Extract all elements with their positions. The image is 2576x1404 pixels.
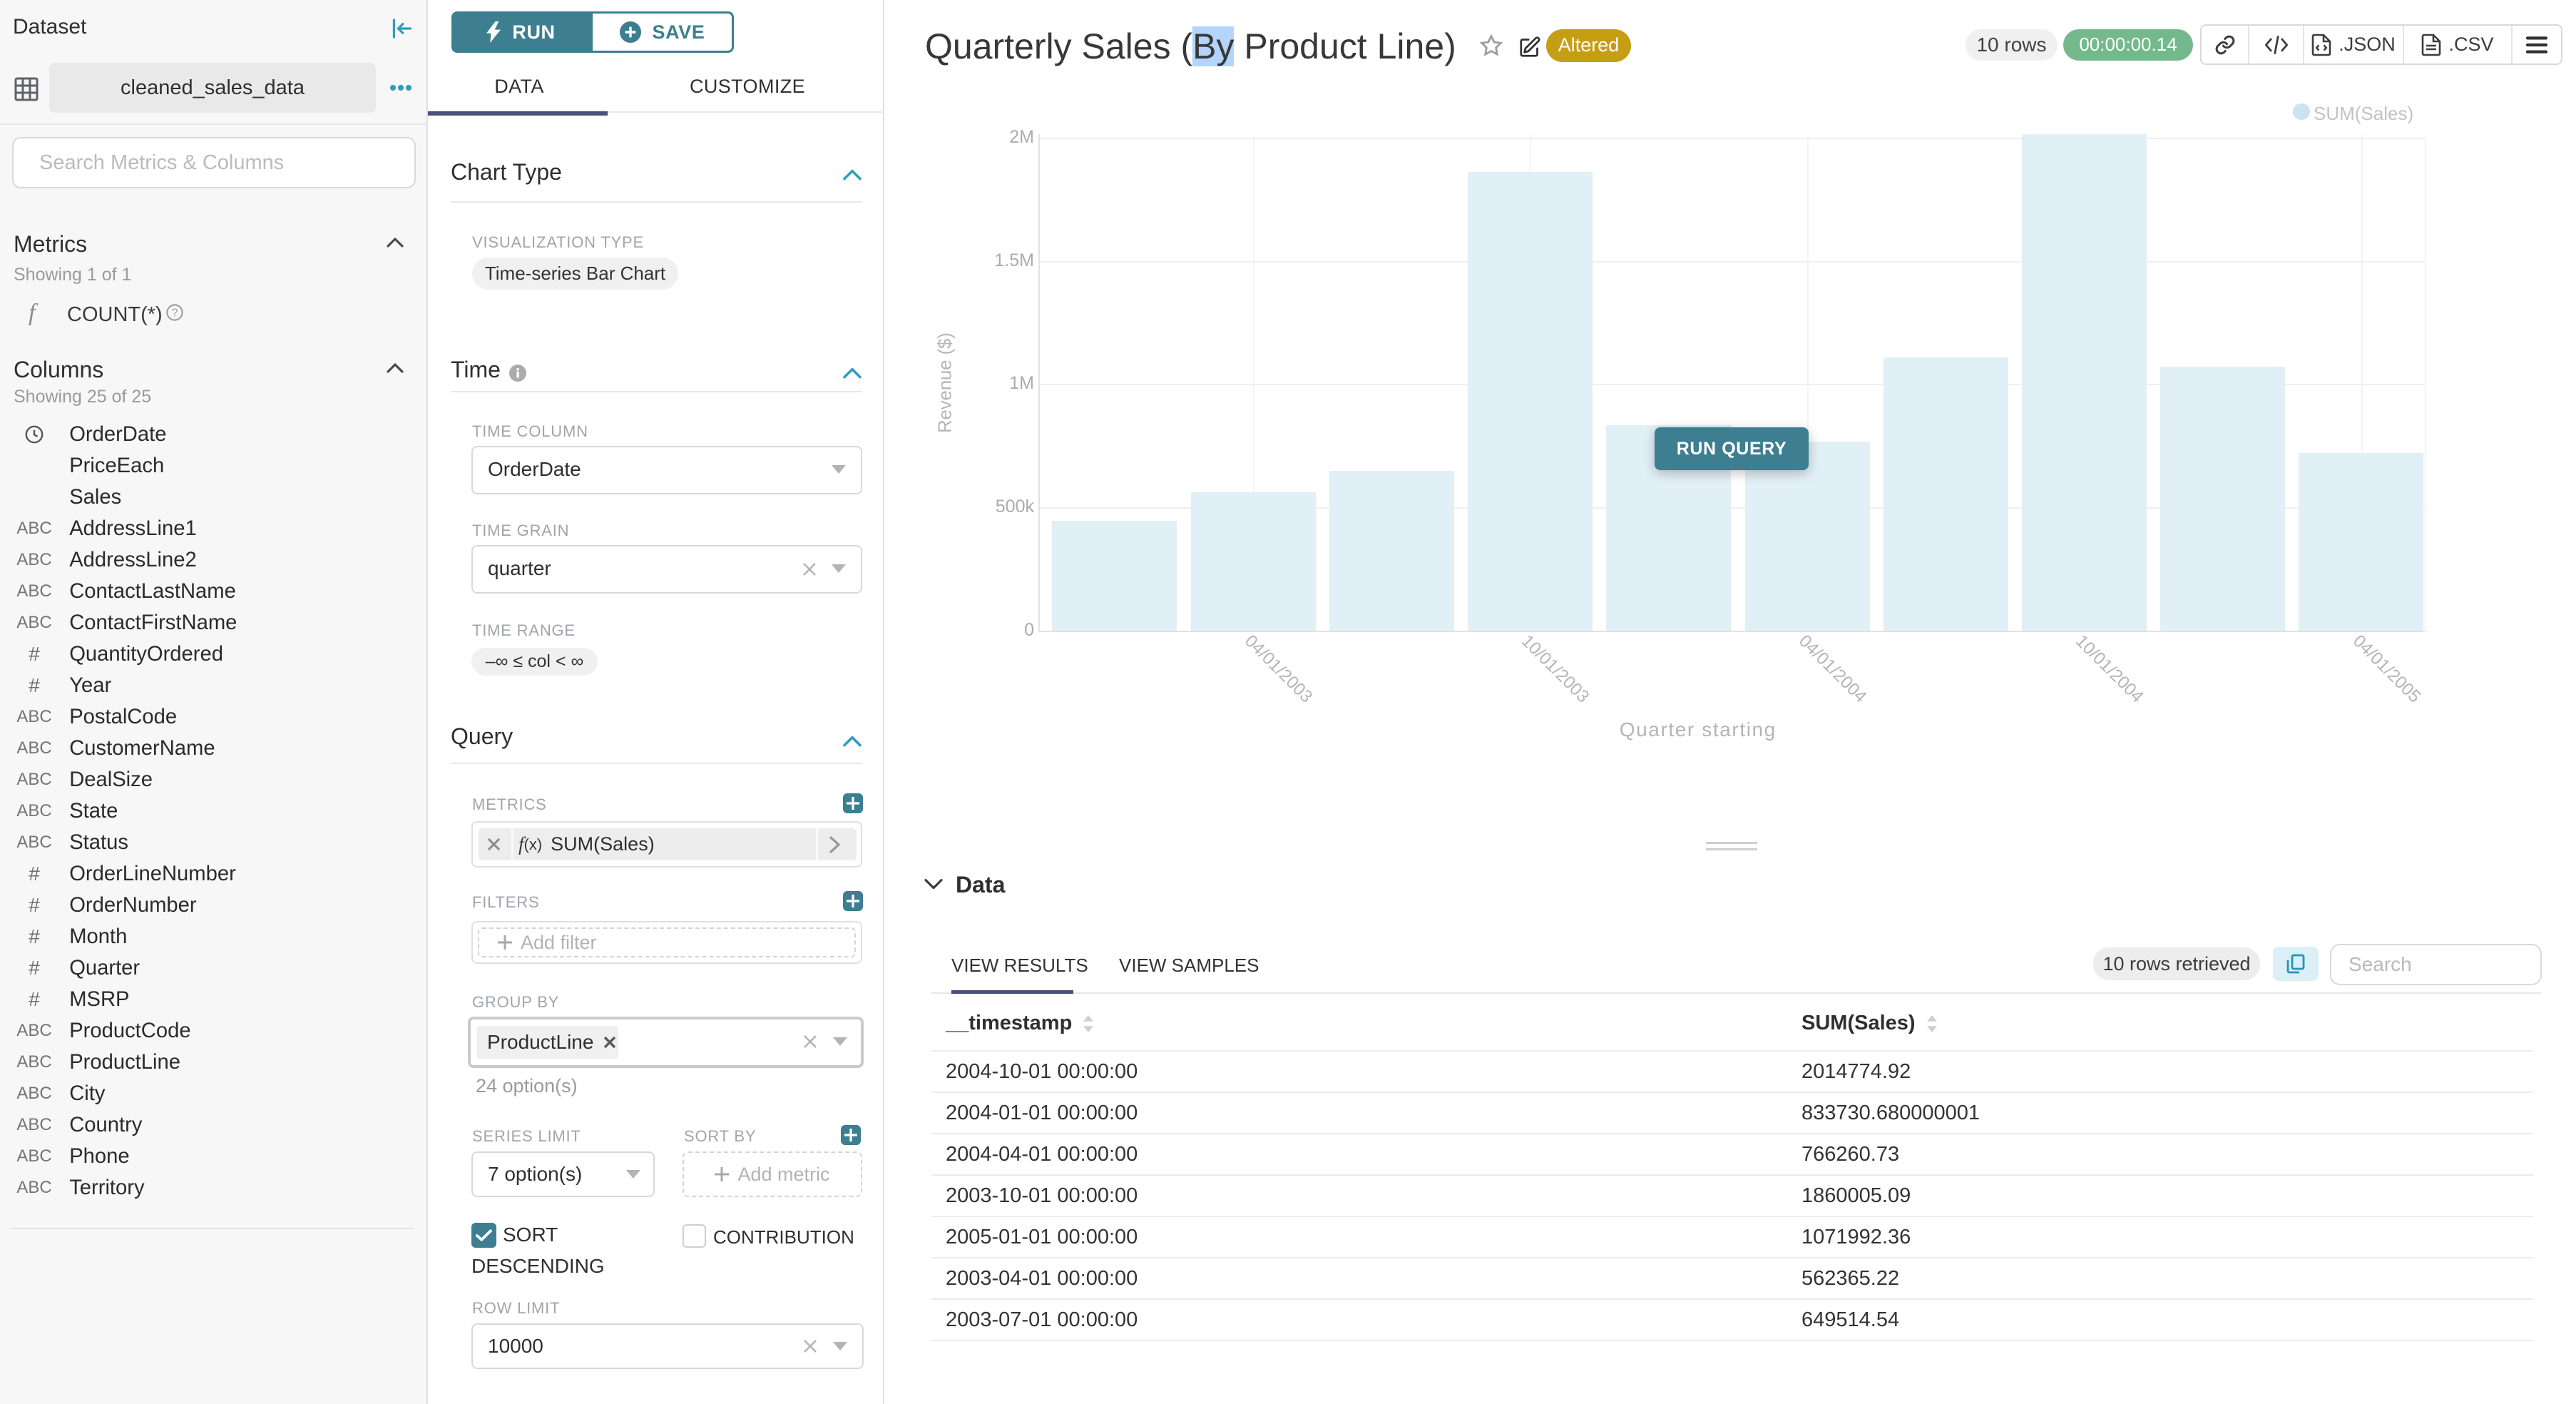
svg-text:?: ? <box>172 307 178 320</box>
